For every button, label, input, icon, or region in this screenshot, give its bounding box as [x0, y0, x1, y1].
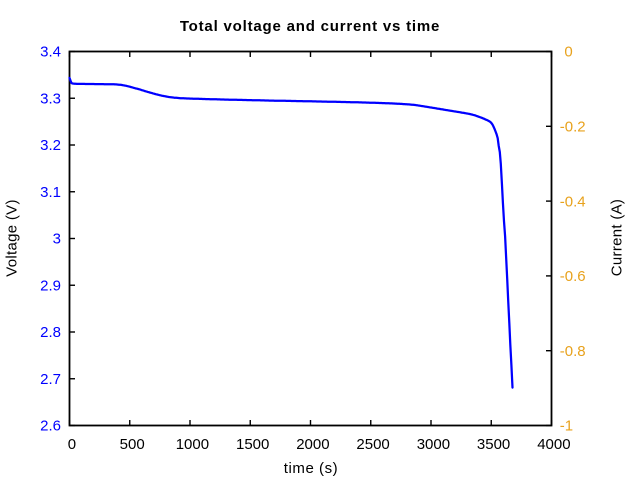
svg-text:2500: 2500	[356, 436, 389, 453]
svg-text:0: 0	[564, 44, 572, 61]
svg-text:-0.8: -0.8	[560, 343, 586, 360]
svg-text:3000: 3000	[417, 436, 450, 453]
svg-text:3.2: 3.2	[40, 137, 61, 154]
svg-text:Voltage (V): Voltage (V)	[4, 199, 21, 277]
svg-text:3.1: 3.1	[40, 184, 61, 201]
svg-text:3.3: 3.3	[40, 91, 61, 108]
svg-text:Total voltage and current vs t: Total voltage and current vs time	[180, 18, 440, 35]
svg-text:3.4: 3.4	[40, 44, 61, 61]
svg-text:2.9: 2.9	[40, 277, 61, 294]
svg-text:500: 500	[120, 436, 145, 453]
svg-text:2.7: 2.7	[40, 371, 61, 388]
svg-text:4000: 4000	[537, 436, 570, 453]
svg-text:2.6: 2.6	[40, 418, 61, 435]
svg-text:-0.4: -0.4	[560, 193, 586, 210]
svg-text:1500: 1500	[236, 436, 269, 453]
svg-text:-1: -1	[560, 418, 573, 435]
svg-text:2000: 2000	[296, 436, 329, 453]
svg-text:3500: 3500	[477, 436, 510, 453]
svg-text:-0.6: -0.6	[560, 268, 586, 285]
svg-text:1000: 1000	[176, 436, 209, 453]
svg-text:2.8: 2.8	[40, 324, 61, 341]
svg-text:0: 0	[68, 436, 76, 453]
svg-text:3: 3	[53, 231, 61, 248]
svg-text:time (s): time (s)	[284, 460, 338, 477]
svg-text:-0.2: -0.2	[560, 119, 586, 136]
svg-text:Current (A): Current (A)	[608, 199, 625, 276]
